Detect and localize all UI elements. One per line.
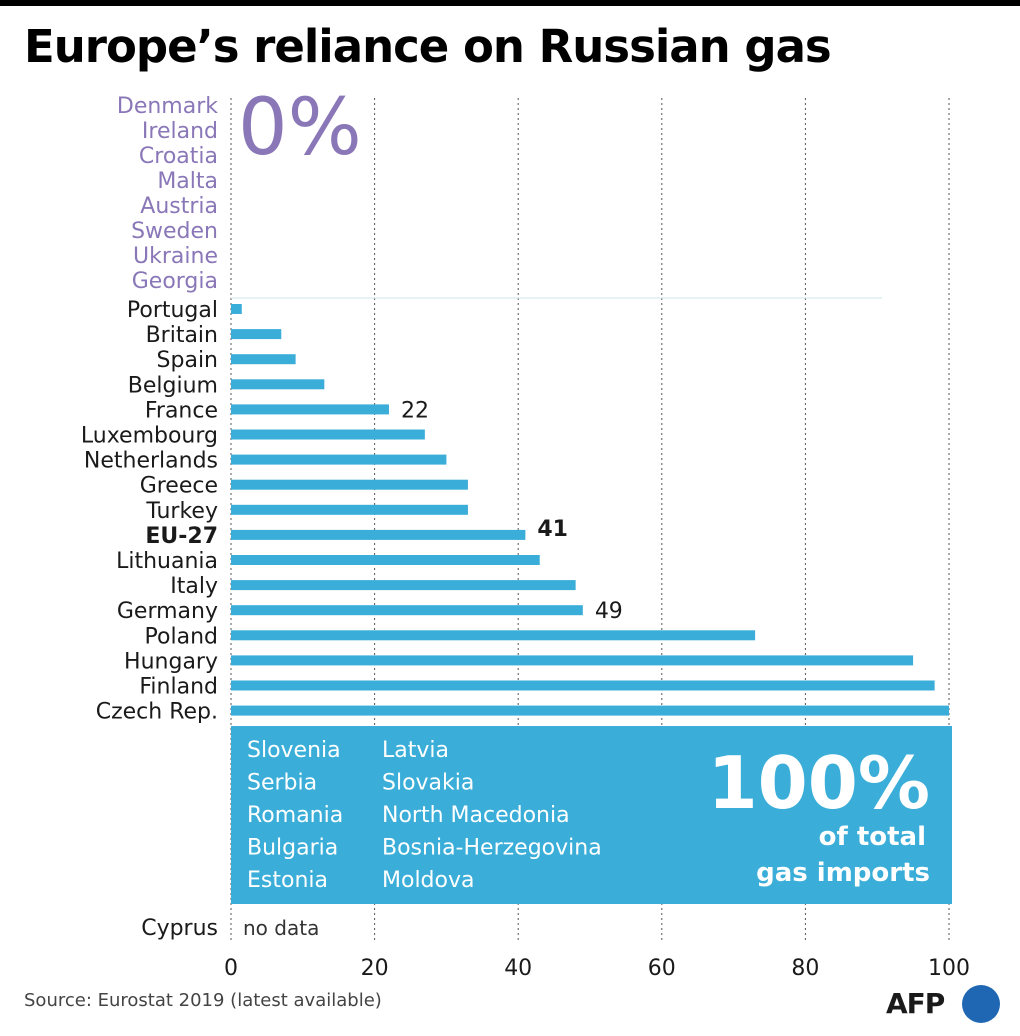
- no-data-label: no data: [243, 916, 319, 940]
- full-country-label: Bulgaria: [247, 836, 338, 861]
- bar-chart: 0 20 40 60 80 100 DenmarkIrelandCroatiaMaltaAu…: [81, 83, 970, 981]
- category-label: Italy: [170, 574, 218, 599]
- bar: [231, 555, 540, 565]
- bar: [231, 680, 935, 691]
- bar: [231, 479, 468, 490]
- category-label: Netherlands: [84, 449, 218, 474]
- afp-logo: AFP: [886, 985, 1000, 1023]
- zero-country-label: Ireland: [142, 119, 218, 144]
- bar: [231, 705, 949, 716]
- category-label: Spain: [157, 348, 218, 373]
- zero-country-label: Ukraine: [133, 244, 218, 269]
- bar: [231, 630, 756, 641]
- bar: [231, 655, 914, 666]
- zero-country-label: Croatia: [139, 144, 218, 169]
- zero-country-label: Georgia: [132, 269, 218, 294]
- full-country-label: Romania: [247, 803, 343, 828]
- source-note: Source: Eurostat 2019 (latest available): [24, 990, 382, 1011]
- bar: [231, 580, 576, 591]
- category-label: Greece: [140, 474, 218, 499]
- category-label: EU-27: [145, 524, 218, 549]
- category-label: Finland: [139, 675, 218, 700]
- zero-country-label: Sweden: [131, 219, 218, 244]
- x-tick-label: 0: [224, 956, 238, 981]
- category-label: Luxembourg: [81, 424, 218, 449]
- x-tick-label: 100: [928, 956, 970, 981]
- afp-logo-text: AFP: [886, 987, 945, 1020]
- category-label: Belgium: [128, 373, 218, 398]
- bar: [231, 379, 325, 390]
- full-country-label: Estonia: [247, 868, 328, 893]
- full-country-label: Slovenia: [247, 738, 341, 763]
- zero-country-label: Austria: [140, 194, 218, 219]
- full-country-label: Moldova: [382, 868, 474, 893]
- full-country-label: Serbia: [247, 771, 317, 796]
- full-country-label: Slovakia: [382, 771, 474, 796]
- bar: [231, 429, 425, 440]
- category-label: Turkey: [145, 499, 218, 524]
- bar: [231, 504, 468, 515]
- data-label: 49: [595, 599, 623, 624]
- category-label: Poland: [145, 624, 218, 649]
- category-label: Germany: [117, 599, 218, 624]
- category-label: Portugal: [127, 298, 218, 323]
- top-rule: [0, 0, 1020, 6]
- bar: [231, 454, 447, 465]
- category-label: Cyprus: [141, 916, 218, 941]
- category-label: Hungary: [124, 649, 218, 674]
- data-label: 22: [401, 398, 429, 423]
- full-sublabel: of total: [819, 822, 926, 852]
- x-tick-label: 60: [648, 956, 676, 981]
- bar: [231, 605, 583, 616]
- x-tick-label: 40: [504, 956, 532, 981]
- bar: [231, 329, 282, 340]
- bar: [231, 529, 526, 540]
- category-label: Lithuania: [116, 549, 218, 574]
- full-country-label: North Macedonia: [382, 803, 570, 828]
- full-country-label: Latvia: [382, 738, 449, 763]
- zero-country-label: Malta: [157, 169, 218, 194]
- zero-percent-label: 0%: [238, 83, 362, 173]
- full-reliance-box: [231, 726, 952, 904]
- x-tick-label: 20: [361, 956, 389, 981]
- bar: [231, 404, 389, 415]
- full-country-label: Bosnia-Herzegovina: [382, 836, 602, 861]
- category-label: Britain: [146, 323, 218, 348]
- zero-country-label: Denmark: [117, 94, 218, 119]
- bar: [231, 354, 296, 365]
- afp-logo-dot: [962, 985, 1000, 1023]
- full-percent-label: 100%: [708, 741, 930, 825]
- bar: [231, 304, 242, 314]
- category-label: France: [145, 398, 218, 423]
- x-tick-label: 80: [791, 956, 819, 981]
- full-sublabel: gas imports: [756, 858, 930, 888]
- category-label: Czech Rep.: [96, 700, 218, 725]
- data-label: 41: [537, 517, 568, 542]
- chart-title: Europe’s reliance on Russian gas: [24, 20, 832, 73]
